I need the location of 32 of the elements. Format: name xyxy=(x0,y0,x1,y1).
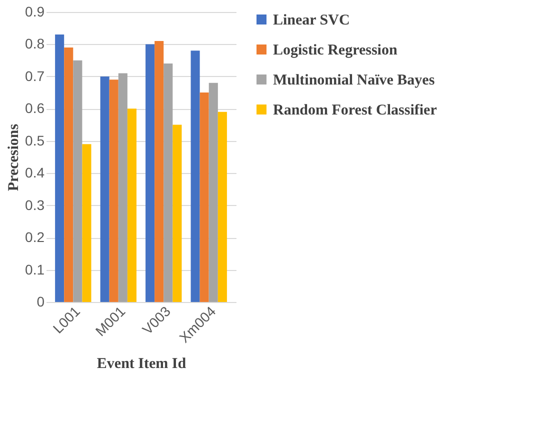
y-tick-label: 0.6 xyxy=(25,100,45,116)
bar xyxy=(64,47,74,302)
y-tick-label: 0.8 xyxy=(25,36,45,52)
bar xyxy=(164,64,173,302)
bar xyxy=(127,108,136,302)
bar xyxy=(146,44,155,302)
y-axis-title: Precesions xyxy=(6,124,22,192)
y-tick-label: 0.5 xyxy=(25,132,45,148)
bar xyxy=(208,82,218,302)
bar xyxy=(172,124,182,302)
legend-label: Linear SVC xyxy=(273,12,350,28)
y-tick-label: 0.7 xyxy=(25,68,45,84)
legend-label: Logistic Regression xyxy=(273,42,398,58)
bar xyxy=(109,80,118,302)
x-axis-title: Event Item Id xyxy=(96,356,187,372)
y-tick-label: 0.3 xyxy=(25,196,45,213)
y-tick-label: 0.1 xyxy=(25,261,45,278)
bar xyxy=(218,112,227,302)
y-tick-label: 0.4 xyxy=(25,164,45,181)
y-tick-label: 0.2 xyxy=(25,229,45,246)
bar xyxy=(118,73,128,302)
bar xyxy=(200,92,209,302)
bar xyxy=(154,41,164,302)
legend-label: Random Forest Classifier xyxy=(273,102,438,118)
y-tick-label: 0 xyxy=(36,294,45,310)
bar xyxy=(82,144,92,302)
bar xyxy=(73,60,82,302)
bar xyxy=(55,34,64,302)
bar xyxy=(190,50,200,302)
y-tick-label: 0.9 xyxy=(25,4,45,20)
legend-label: Multinomial Naïve Bayes xyxy=(273,72,435,88)
bar xyxy=(100,76,110,302)
